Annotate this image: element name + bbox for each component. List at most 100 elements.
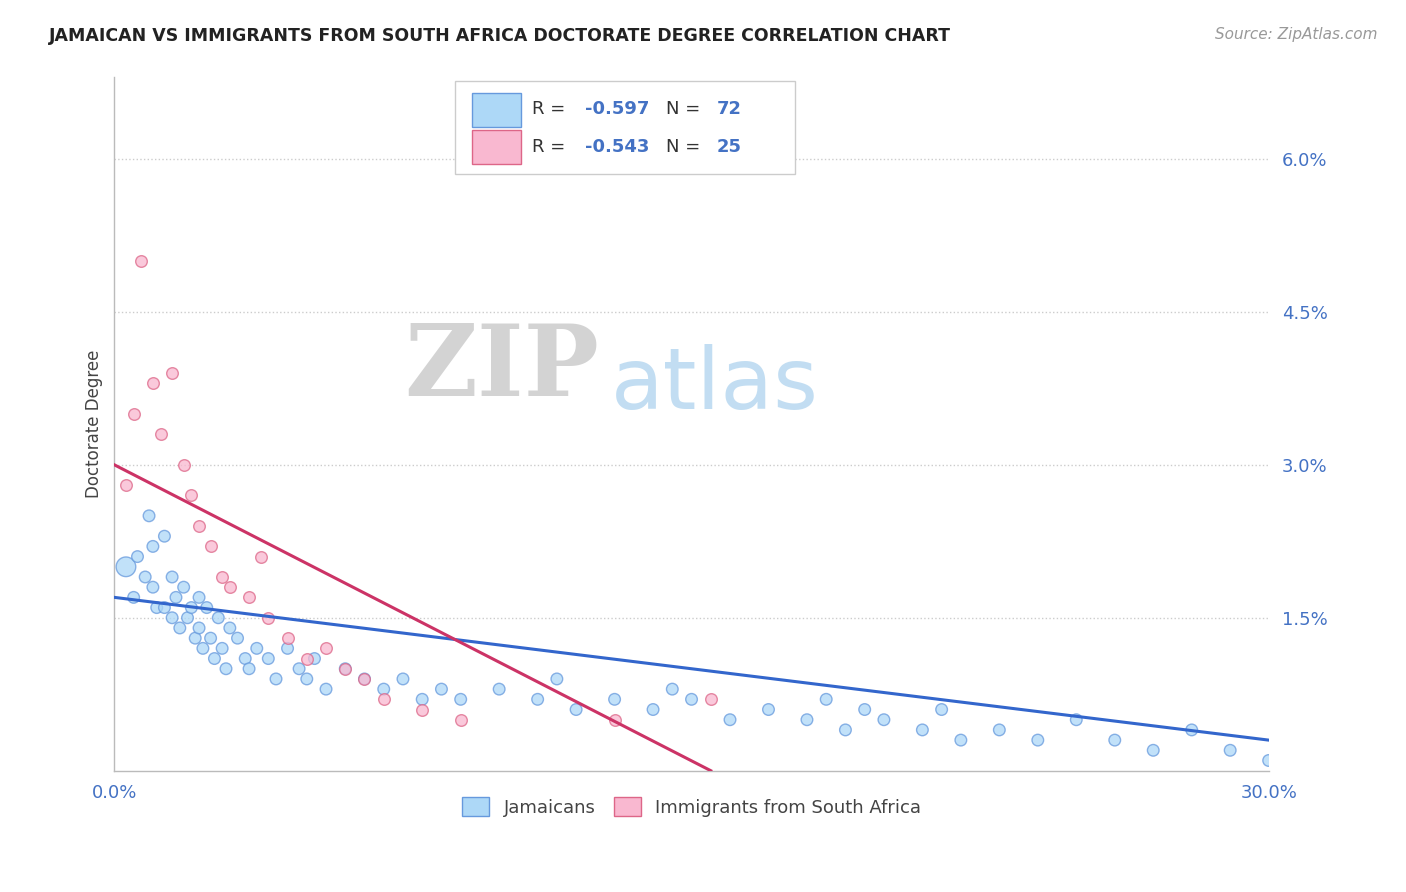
Point xyxy=(295,672,318,686)
Legend: Jamaicans, Immigrants from South Africa: Jamaicans, Immigrants from South Africa xyxy=(454,790,928,824)
Point xyxy=(218,621,240,635)
Point xyxy=(603,713,626,727)
Point xyxy=(304,651,326,665)
Point xyxy=(392,672,415,686)
Point xyxy=(700,692,723,706)
Point xyxy=(295,651,318,665)
Point xyxy=(188,591,211,605)
Point xyxy=(131,254,153,268)
Text: JAMAICAN VS IMMIGRANTS FROM SOUTH AFRICA DOCTORATE DEGREE CORRELATION CHART: JAMAICAN VS IMMIGRANTS FROM SOUTH AFRICA… xyxy=(49,27,952,45)
Text: 72: 72 xyxy=(717,100,742,119)
Text: ZIP: ZIP xyxy=(405,320,599,417)
Point xyxy=(122,407,145,421)
Point xyxy=(149,427,172,442)
Point xyxy=(1257,754,1279,768)
Y-axis label: Doctorate Degree: Doctorate Degree xyxy=(86,350,103,499)
Point xyxy=(277,641,299,656)
Point xyxy=(195,600,218,615)
Point xyxy=(169,621,191,635)
Point xyxy=(180,488,202,502)
Point xyxy=(373,692,395,706)
Point xyxy=(211,641,233,656)
Point xyxy=(949,733,972,747)
Point xyxy=(160,611,183,625)
Text: atlas: atlas xyxy=(610,344,818,427)
FancyBboxPatch shape xyxy=(472,94,520,128)
FancyBboxPatch shape xyxy=(472,130,520,164)
Point xyxy=(160,570,183,584)
Point xyxy=(853,702,876,716)
Point xyxy=(546,672,568,686)
Point xyxy=(238,662,260,676)
Point xyxy=(200,631,222,645)
Point xyxy=(450,713,472,727)
Point xyxy=(134,570,156,584)
Point xyxy=(142,540,165,554)
Point xyxy=(488,682,510,697)
Point xyxy=(257,611,280,625)
Point xyxy=(184,631,207,645)
Point xyxy=(834,723,856,737)
Point xyxy=(335,662,357,676)
Point xyxy=(127,549,149,564)
Point xyxy=(603,692,626,706)
Text: N =: N = xyxy=(666,137,706,156)
Point xyxy=(249,549,271,564)
Point xyxy=(931,702,953,716)
Point xyxy=(681,692,703,706)
Point xyxy=(191,641,214,656)
Point xyxy=(218,580,240,594)
Point xyxy=(911,723,934,737)
Point xyxy=(122,591,145,605)
Point xyxy=(142,580,165,594)
Point xyxy=(153,529,176,543)
Point xyxy=(335,662,357,676)
Text: N =: N = xyxy=(666,100,706,119)
Point xyxy=(153,600,176,615)
Point xyxy=(1181,723,1204,737)
Point xyxy=(661,682,683,697)
Point xyxy=(246,641,269,656)
Point xyxy=(1026,733,1049,747)
Point xyxy=(353,672,375,686)
Point xyxy=(173,458,195,472)
Text: 25: 25 xyxy=(717,137,742,156)
FancyBboxPatch shape xyxy=(456,81,796,175)
Point xyxy=(526,692,548,706)
Point xyxy=(1104,733,1126,747)
Point xyxy=(176,611,198,625)
Text: R =: R = xyxy=(533,137,571,156)
Text: -0.597: -0.597 xyxy=(585,100,650,119)
Point xyxy=(188,621,211,635)
Point xyxy=(215,662,238,676)
Point xyxy=(173,580,195,594)
Point xyxy=(115,478,138,492)
Point xyxy=(315,641,337,656)
Point xyxy=(145,600,167,615)
Point xyxy=(226,631,249,645)
Point xyxy=(430,682,453,697)
Point xyxy=(233,651,256,665)
Point xyxy=(211,570,233,584)
Point xyxy=(165,591,187,605)
Point xyxy=(277,631,299,645)
Point xyxy=(411,702,433,716)
Point xyxy=(988,723,1011,737)
Point xyxy=(200,540,222,554)
Point xyxy=(1064,713,1087,727)
Text: -0.543: -0.543 xyxy=(585,137,650,156)
Point xyxy=(758,702,780,716)
Point xyxy=(238,591,260,605)
Point xyxy=(315,682,337,697)
Point xyxy=(353,672,375,686)
Point xyxy=(873,713,896,727)
Point xyxy=(188,519,211,533)
Point xyxy=(796,713,818,727)
Point xyxy=(204,651,226,665)
Text: R =: R = xyxy=(533,100,571,119)
Point xyxy=(450,692,472,706)
Point xyxy=(138,508,160,523)
Point xyxy=(1142,743,1164,757)
Point xyxy=(288,662,311,676)
Point xyxy=(160,366,183,380)
